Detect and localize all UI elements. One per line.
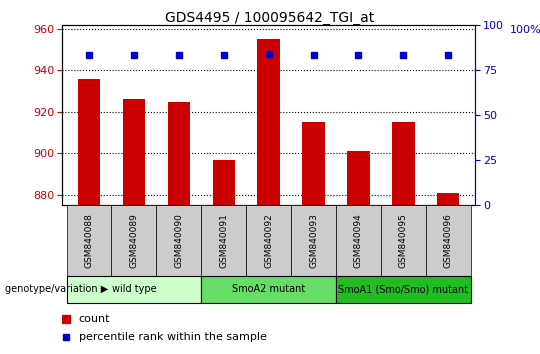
Text: GSM840095: GSM840095 xyxy=(399,213,408,268)
Bar xyxy=(336,276,471,303)
Text: GDS4495 / 100095642_TGI_at: GDS4495 / 100095642_TGI_at xyxy=(165,11,375,25)
Bar xyxy=(347,152,370,205)
Text: count: count xyxy=(79,314,110,324)
Bar xyxy=(392,122,415,205)
Bar xyxy=(66,205,111,276)
Text: 100%: 100% xyxy=(510,25,540,35)
Text: percentile rank within the sample: percentile rank within the sample xyxy=(79,332,267,342)
Bar xyxy=(111,205,157,276)
Bar xyxy=(123,99,145,205)
Bar xyxy=(426,205,471,276)
Bar xyxy=(66,276,201,303)
Text: GSM840093: GSM840093 xyxy=(309,213,318,268)
Text: SmoA1 (Smo/Smo) mutant: SmoA1 (Smo/Smo) mutant xyxy=(338,284,468,295)
Bar xyxy=(201,205,246,276)
Bar xyxy=(258,39,280,205)
Bar xyxy=(381,205,426,276)
Bar xyxy=(201,276,336,303)
Text: GSM840096: GSM840096 xyxy=(444,213,453,268)
Bar xyxy=(213,160,235,205)
Bar xyxy=(78,79,100,205)
Text: GSM840089: GSM840089 xyxy=(130,213,138,268)
Text: GSM840091: GSM840091 xyxy=(219,213,228,268)
Text: GSM840088: GSM840088 xyxy=(85,213,93,268)
Bar xyxy=(167,102,190,205)
Text: genotype/variation ▶: genotype/variation ▶ xyxy=(5,284,109,295)
Text: GSM840094: GSM840094 xyxy=(354,213,363,268)
Bar xyxy=(336,205,381,276)
Bar xyxy=(437,193,460,205)
Bar xyxy=(302,122,325,205)
Bar xyxy=(246,205,291,276)
Text: SmoA2 mutant: SmoA2 mutant xyxy=(232,284,305,295)
Text: wild type: wild type xyxy=(112,284,156,295)
Text: GSM840090: GSM840090 xyxy=(174,213,184,268)
Bar xyxy=(291,205,336,276)
Bar xyxy=(157,205,201,276)
Text: GSM840092: GSM840092 xyxy=(264,213,273,268)
